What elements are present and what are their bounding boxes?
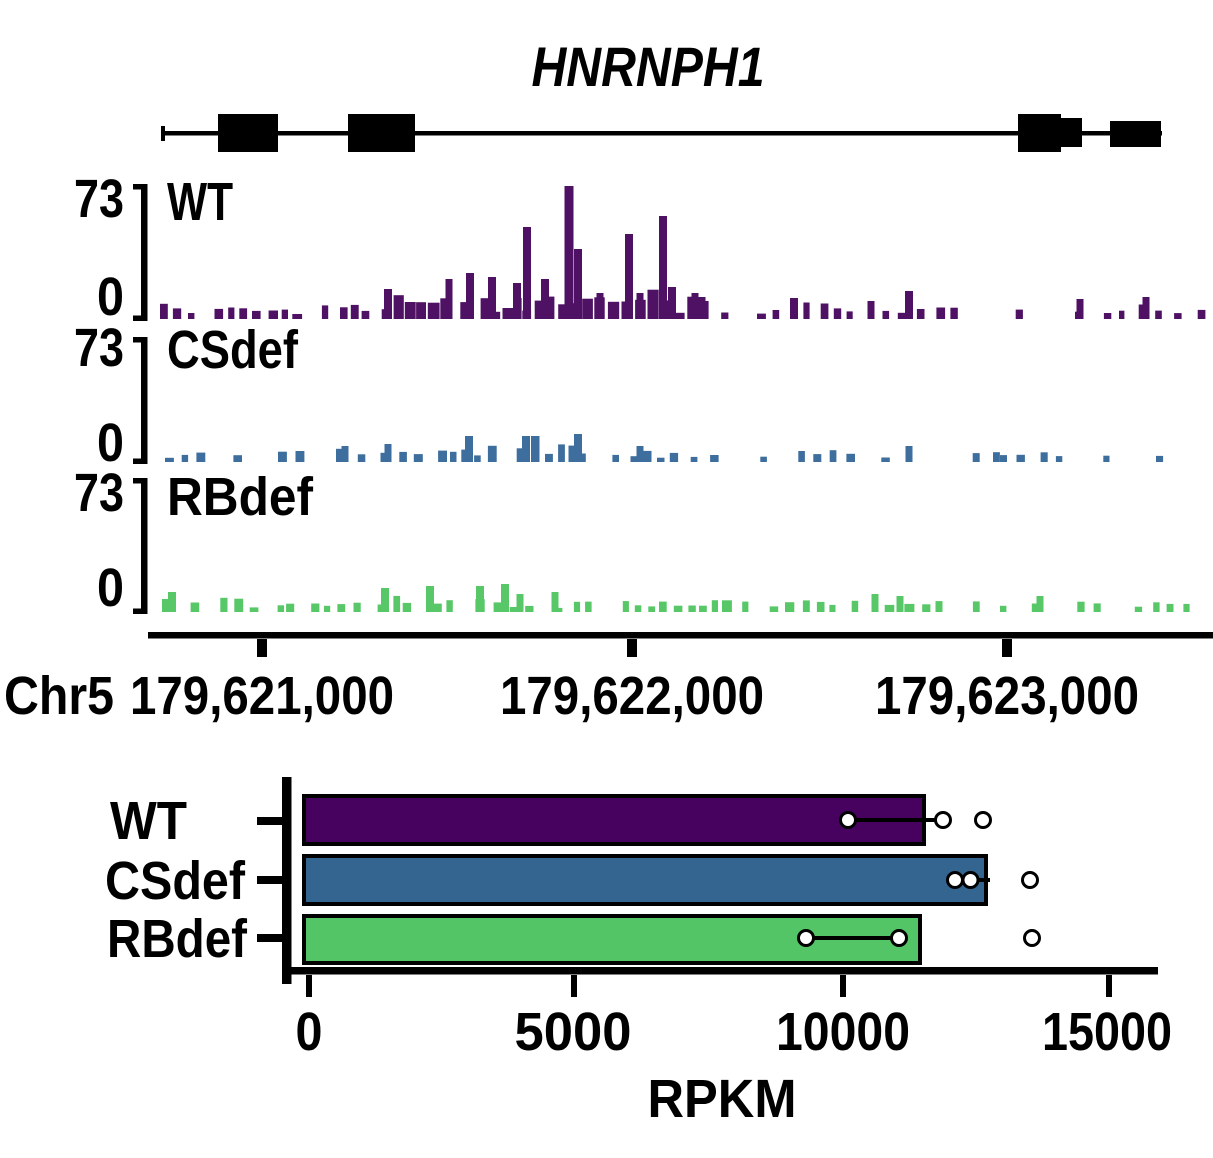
svg-text:0: 0: [296, 1002, 323, 1062]
svg-text:10000: 10000: [776, 1002, 910, 1062]
svg-text:15000: 15000: [1042, 1002, 1172, 1062]
svg-text:CSdef: CSdef: [167, 320, 299, 380]
svg-text:0: 0: [97, 413, 124, 473]
svg-text:CSdef: CSdef: [105, 851, 246, 911]
svg-text:179,622,000: 179,622,000: [500, 666, 764, 726]
svg-text:RBdef: RBdef: [167, 467, 314, 527]
svg-text:RPKM: RPKM: [648, 1069, 797, 1129]
svg-text:0: 0: [97, 267, 124, 327]
svg-text:73: 73: [74, 169, 124, 229]
svg-text:73: 73: [74, 318, 124, 378]
svg-text:WT: WT: [110, 791, 187, 851]
svg-text:73: 73: [74, 463, 124, 523]
svg-text:Chr5: Chr5: [4, 666, 114, 726]
svg-text:179,623,000: 179,623,000: [875, 666, 1139, 726]
svg-text:5000: 5000: [515, 1002, 632, 1062]
svg-text:0: 0: [97, 558, 124, 618]
svg-text:WT: WT: [167, 172, 233, 232]
svg-text:RBdef: RBdef: [107, 909, 248, 969]
svg-text:HNRNPH1: HNRNPH1: [532, 35, 765, 98]
svg-text:179,621,000: 179,621,000: [130, 666, 394, 726]
